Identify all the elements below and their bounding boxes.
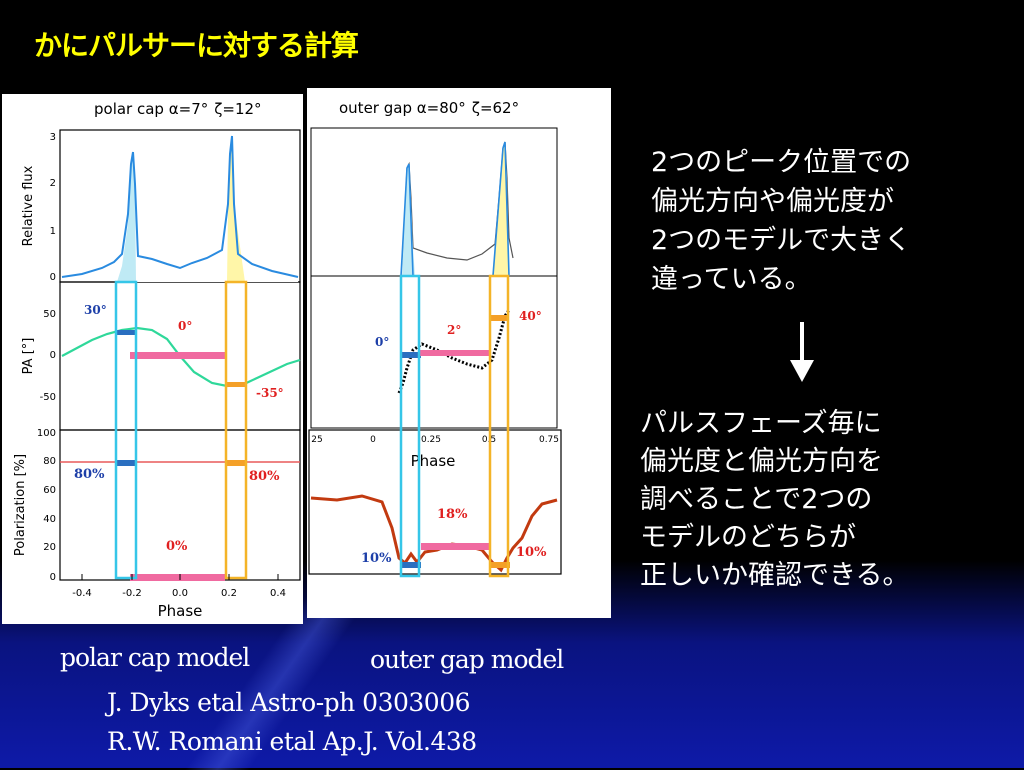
- og-pa-scatter: [397, 309, 511, 394]
- og-peak1-window: [399, 274, 421, 578]
- outer-gap-header-zeta: ζ=62°: [472, 99, 519, 117]
- flux-ytick: 1: [50, 226, 56, 237]
- pol-ytick: 0: [50, 572, 56, 583]
- flux-curve: [61, 135, 299, 278]
- text-block-conclusion: パルスフェーズ毎に 偏光度と偏光方向を 調べることで2つの モデルのどちらが 正…: [640, 405, 909, 595]
- polar-cap-xlabel: Phase: [158, 602, 203, 620]
- xtick: 0.4: [270, 588, 286, 599]
- text-line: 2つのモデルで大きく: [651, 225, 912, 256]
- og-pa-bridge-label: 2°: [447, 323, 461, 337]
- peak2-window: [224, 280, 248, 580]
- outer-gap-header-alpha: α=80°: [417, 99, 466, 117]
- text-line: パルスフェーズ毎に: [640, 408, 882, 439]
- pol-peak2-label: 80%: [249, 469, 280, 484]
- pol-peak2-marker: [227, 460, 245, 466]
- og-pa-peak2-marker: [489, 315, 509, 321]
- polar-cap-caption: polar cap model: [60, 643, 250, 672]
- outer-gap-header-prefix: outer gap: [339, 99, 417, 117]
- og-pa-peak1-label: 0°: [375, 335, 389, 349]
- text-line: 違っている。: [651, 264, 812, 295]
- pa-ytick: 50: [43, 309, 56, 320]
- flux-peak1-fill: [117, 152, 136, 282]
- og-pol-peak1-marker: [401, 562, 421, 568]
- pol-bridge-bar: [130, 574, 225, 581]
- og-xlabel: Phase: [411, 452, 456, 470]
- og-pol-bridge-label: 18%: [437, 507, 468, 522]
- pa-peak1-label: 30°: [84, 303, 107, 317]
- text-line: 調べることで2つの: [640, 484, 873, 515]
- og-pol-peak2-marker: [490, 562, 510, 568]
- xtick: 0.0: [172, 588, 188, 599]
- pa-peak2-label: -35°: [256, 386, 284, 400]
- polar-cap-plot: polar cap α=7° ζ=12° Relative flux PA [°]…: [13, 100, 301, 620]
- pol-ytick: 40: [43, 514, 56, 525]
- pa-ytick: 0: [50, 350, 56, 361]
- og-xtick: 0.75: [539, 435, 559, 445]
- pa-peak1-marker: [117, 330, 135, 335]
- flux-ylabel: Relative flux: [21, 165, 36, 246]
- outer-gap-figure: outer gap α=80° ζ=62° 0° 2° 40° 25 0 0.25…: [307, 88, 611, 618]
- flux-ytick: 3: [50, 132, 56, 143]
- xtick: -0.2: [122, 588, 142, 599]
- flux-peak2-fill: [227, 136, 245, 282]
- flux-ytick: 0: [50, 272, 56, 283]
- pol-ytick: 20: [43, 542, 56, 553]
- pa-bridge-bar: [130, 352, 225, 359]
- outer-gap-header: outer gap α=80° ζ=62°: [339, 99, 519, 117]
- og-flux-axes: [310, 127, 558, 277]
- peak1-window: [114, 280, 138, 580]
- pol-ytick: 60: [43, 485, 56, 496]
- og-pol-peak1-label: 10%: [361, 551, 392, 566]
- pa-ytick: -50: [40, 392, 56, 403]
- og-pa-peak1-marker: [401, 352, 421, 358]
- xtick: -0.4: [72, 588, 92, 599]
- og-xtick: 0.25: [421, 435, 441, 445]
- pa-ylabel: PA [°]: [21, 338, 36, 375]
- og-flux-peaks: [400, 141, 510, 277]
- og-pa-axes: [310, 275, 558, 429]
- text-block-peak-difference: 2つのピーク位置での 偏光方向や偏光度が 2つのモデルで大きく 違っている。: [651, 143, 911, 299]
- pol-peak1-label: 80%: [74, 467, 105, 482]
- og-peak2-window: [488, 274, 510, 578]
- og-xtick: 0: [370, 435, 376, 445]
- polar-cap-header-prefix: polar cap: [94, 100, 169, 118]
- polar-cap-header: polar cap α=7° ζ=12°: [94, 100, 262, 118]
- pa-bridge-label: 0°: [178, 319, 192, 333]
- x-ticks: [81, 574, 279, 580]
- slide-title: かにパルサーに対する計算: [34, 29, 359, 62]
- pol-bridge-label: 0%: [166, 539, 188, 554]
- pol-ytick: 80: [43, 456, 56, 467]
- text-line: 正しいか確認できる。: [640, 560, 910, 591]
- og-xtick: 25: [311, 435, 322, 445]
- flux-area: [115, 136, 298, 282]
- down-arrow-icon: [790, 322, 814, 382]
- text-line: 2つのピーク位置での: [651, 147, 912, 178]
- outer-gap-plot: outer gap α=80° ζ=62° 0° 2° 40° 25 0 0.25…: [308, 99, 562, 578]
- polar-cap-header-zeta: ζ=12°: [214, 100, 261, 118]
- pol-ytick: 100: [37, 428, 56, 439]
- polarization-ylabel: Polarization [%]: [13, 454, 28, 556]
- flux-ytick: 2: [50, 178, 56, 189]
- og-pol-peak2-label: 10%: [516, 545, 547, 560]
- polarization-axes: [59, 429, 301, 581]
- text-line: 偏光度と偏光方向を: [640, 446, 883, 477]
- text-line: モデルのどちらが: [640, 522, 856, 553]
- og-pol-bridge-bar: [421, 543, 491, 550]
- polar-cap-figure: polar cap α=7° ζ=12° Relative flux PA [°]…: [2, 94, 303, 624]
- pol-peak1-marker: [117, 460, 135, 466]
- og-pa-bridge-bar: [419, 350, 489, 356]
- og-pol-axes: [308, 429, 562, 575]
- pa-peak2-marker: [227, 382, 245, 387]
- reference-romani: R.W. Romani etal Ap.J. Vol.438: [107, 727, 477, 756]
- flux-axes: [59, 129, 301, 283]
- xtick: 0.2: [221, 588, 237, 599]
- reference-dyks: J. Dyks etal Astro-ph 0303006: [107, 688, 471, 717]
- polar-cap-header-alpha: α=7°: [169, 100, 209, 118]
- text-line: 偏光方向や偏光度が: [651, 186, 894, 217]
- outer-gap-caption: outer gap model: [370, 645, 564, 674]
- og-pa-peak2-label: 40°: [519, 309, 542, 323]
